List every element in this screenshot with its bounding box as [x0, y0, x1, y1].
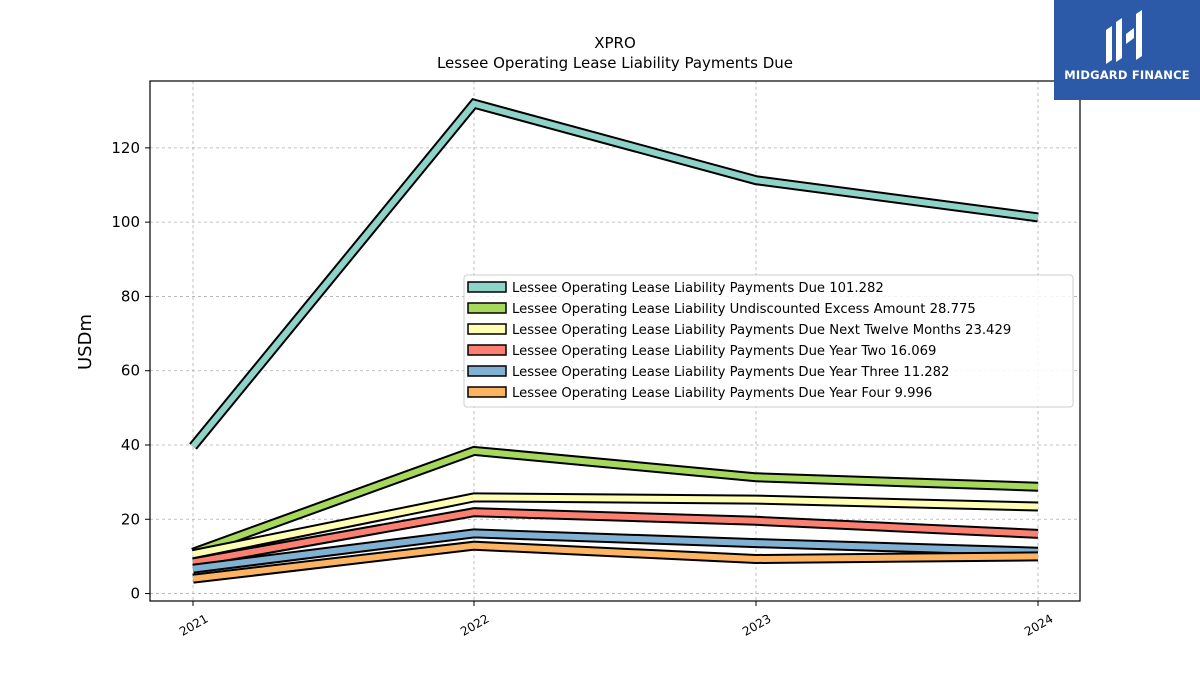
x-tick-label: 2021	[177, 611, 210, 638]
chart-title: XPRO	[594, 34, 636, 52]
brand-name: MIDGARD FINANCE	[1064, 68, 1190, 82]
legend-swatch	[467, 344, 507, 356]
x-axis-ticks: 2021 2022 2023 2024	[177, 601, 1056, 639]
legend-label: Lessee Operating Lease Liability Payment…	[512, 344, 936, 359]
x-tick-label: 2023	[740, 611, 773, 638]
chart-subtitle: Lessee Operating Lease Liability Payment…	[437, 54, 793, 72]
series-lines	[189, 98, 1039, 584]
legend: Lessee Operating Lease Liability Payment…	[463, 274, 1074, 408]
legend-label: Lessee Operating Lease Liability Payment…	[512, 365, 949, 380]
legend-swatch	[467, 302, 507, 314]
y-tick-label: 120	[111, 139, 140, 157]
series-line	[192, 542, 1039, 582]
legend-label: Lessee Operating Lease Liability Payment…	[512, 281, 884, 296]
y-axis-ticks: 0 20 40 60 80 100 120	[111, 139, 150, 603]
legend-swatch	[467, 281, 507, 293]
legend-swatch	[467, 386, 507, 398]
legend-label: Lessee Operating Lease Liability Undisco…	[512, 302, 976, 317]
series-line	[191, 447, 1039, 556]
y-axis-label: USDm	[75, 314, 96, 370]
y-tick-label: 0	[130, 585, 140, 603]
x-tick-label: 2024	[1022, 611, 1055, 638]
series-line	[192, 509, 1039, 566]
legend-swatch	[467, 365, 507, 377]
y-tick-label: 100	[111, 213, 140, 231]
legend-label: Lessee Operating Lease Liability Payment…	[512, 323, 1011, 338]
y-tick-label: 80	[121, 287, 140, 305]
series-line	[192, 530, 1039, 572]
legend-box	[463, 274, 1074, 408]
midgard-logo-icon	[1106, 10, 1142, 64]
legend-label: Lessee Operating Lease Liability Payment…	[512, 386, 932, 401]
y-tick-label: 60	[121, 362, 140, 380]
plot-frame	[149, 80, 1081, 602]
legend-swatch	[467, 323, 507, 335]
y-tick-label: 20	[121, 510, 140, 528]
x-tick-label: 2022	[458, 611, 491, 638]
series-line	[190, 100, 1039, 449]
brand-logo: MIDGARD FINANCE	[1054, 0, 1200, 100]
y-tick-label: 40	[121, 436, 140, 454]
series-line	[192, 494, 1039, 558]
